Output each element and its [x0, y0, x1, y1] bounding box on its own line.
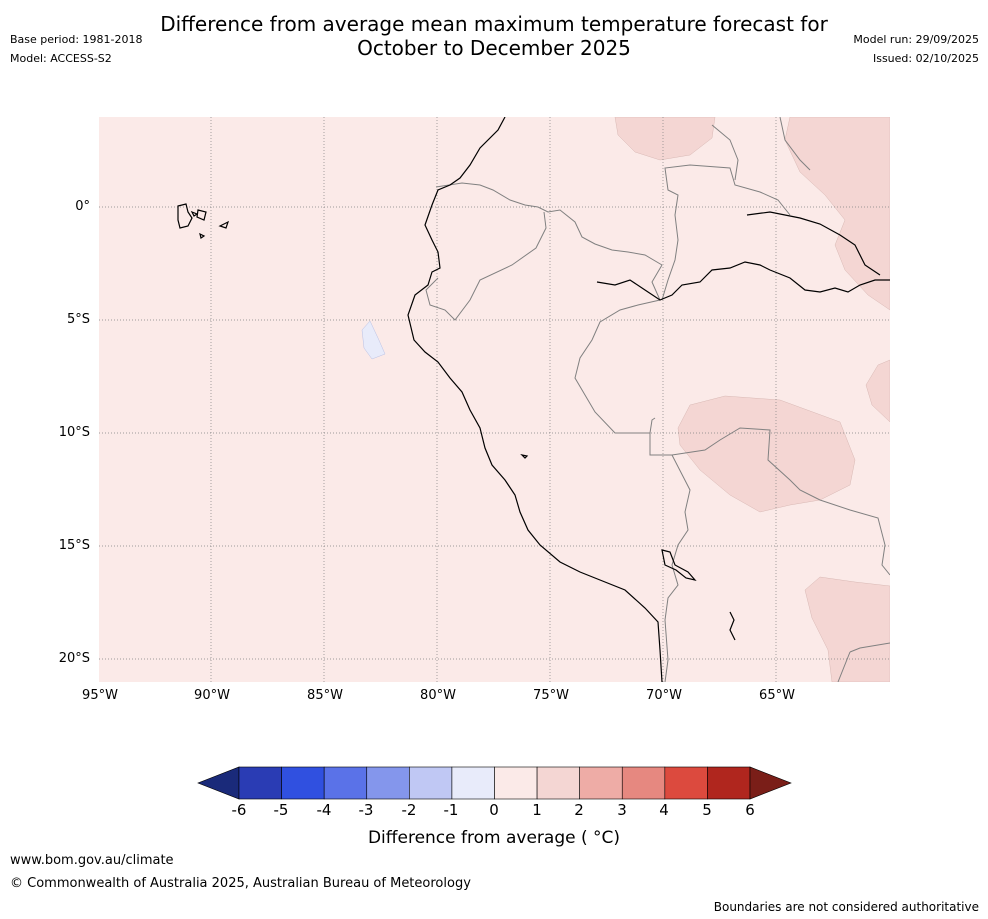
coast-lake-titicaca: [661, 549, 697, 581]
colorbar-swatch: [621, 766, 666, 800]
boundary-disclaimer: Boundaries are not considered authoritat…: [713, 900, 979, 914]
base-period: Base period: 1981-2018: [10, 33, 143, 46]
lat-label: 20°S: [58, 651, 90, 666]
colorbar-tick: 3: [617, 801, 627, 819]
lat-label: 5°S: [66, 312, 90, 327]
galapagos-5: [190, 210, 199, 217]
colorbar-swatch: [323, 766, 368, 800]
river-upper: [746, 211, 881, 276]
colorbar-swatch: [409, 766, 453, 800]
coast-pacific: [407, 117, 663, 682]
colorbar-extend-low: [197, 766, 240, 800]
colorbar-tick: 2: [574, 801, 584, 819]
lon-label: 90°W: [194, 688, 230, 703]
border-colombia-ecuador: [435, 182, 663, 266]
lon-label: 80°W: [420, 688, 456, 703]
lon-label: 65°W: [759, 688, 795, 703]
colorbar-swatch: [664, 766, 708, 800]
colorbar-swatch: [366, 766, 410, 800]
river-segment-1: [729, 611, 736, 641]
colorbar-tick: 0: [489, 801, 499, 819]
colorbar-swatch: [238, 766, 282, 800]
colorbar-extend-high: [749, 766, 792, 800]
colorbar-tick: -4: [316, 801, 332, 819]
colorbar-tick: -2: [401, 801, 417, 819]
colorbar-tick: -5: [273, 801, 289, 819]
colorbar-tick: -1: [443, 801, 459, 819]
lon-label: 75°W: [533, 688, 569, 703]
colorbar-tick: 6: [745, 801, 755, 819]
island-small-1: [520, 454, 529, 459]
lat-label: 15°S: [58, 538, 90, 553]
galapagos-2: [196, 209, 207, 221]
colorbar-tick: -3: [358, 801, 374, 819]
anomaly-region-southeast: [804, 576, 890, 682]
lat-label: 10°S: [58, 425, 90, 440]
border-peru-brazil: [574, 264, 663, 434]
copyright-notice: © Commonwealth of Australia 2025, Austra…: [10, 876, 471, 891]
lat-label: 0°: [75, 199, 90, 214]
colorbar-tick: 5: [702, 801, 712, 819]
anomaly-region-central: [677, 395, 856, 513]
border-paraguay: [837, 642, 890, 682]
galapagos-4: [199, 232, 206, 239]
colorbar-swatch: [451, 766, 495, 800]
coastline: [177, 117, 890, 682]
border-bolivia-brazil: [671, 427, 890, 576]
issued-date: Issued: 02/10/2025: [872, 52, 979, 65]
colorbar-swatch: [579, 766, 623, 800]
lon-label: 70°W: [646, 688, 682, 703]
title-line-2: October to December 2025: [357, 36, 631, 60]
lon-label: 95°W: [82, 688, 118, 703]
country-borders: [425, 117, 890, 682]
galapagos-1: [177, 203, 193, 229]
website-url: www.bom.gov.au/climate: [10, 853, 174, 868]
forecast-map: [99, 117, 890, 682]
colorbar-tick: 1: [532, 801, 542, 819]
colorbar-swatch: [281, 766, 325, 800]
chart-title: Difference from average mean maximum tem…: [0, 12, 988, 60]
lon-label: 85°W: [307, 688, 343, 703]
colorbar-tick: 4: [659, 801, 669, 819]
colorbar-swatch: [536, 766, 580, 800]
negative-anomaly-patch: [361, 320, 386, 360]
gridlines: [99, 117, 890, 682]
border-venezuela: [711, 117, 811, 181]
model-name: Model: ACCESS-S2: [10, 52, 112, 65]
colorbar-label: Difference from average ( °C): [367, 828, 621, 848]
anomaly-region-north: [614, 117, 716, 161]
border-colombia-brazil: [661, 164, 791, 301]
colorbar-swatch: [494, 766, 538, 800]
colorbar-tick: -6: [231, 801, 247, 819]
title-line-1: Difference from average mean maximum tem…: [160, 12, 828, 36]
colorbar-swatch: [707, 766, 751, 800]
galapagos-3: [218, 220, 230, 229]
anomaly-region-east: [865, 359, 890, 423]
border-ecuador-peru: [425, 211, 547, 321]
model-run: Model run: 29/09/2025: [853, 33, 979, 46]
river-amazon: [596, 261, 890, 301]
